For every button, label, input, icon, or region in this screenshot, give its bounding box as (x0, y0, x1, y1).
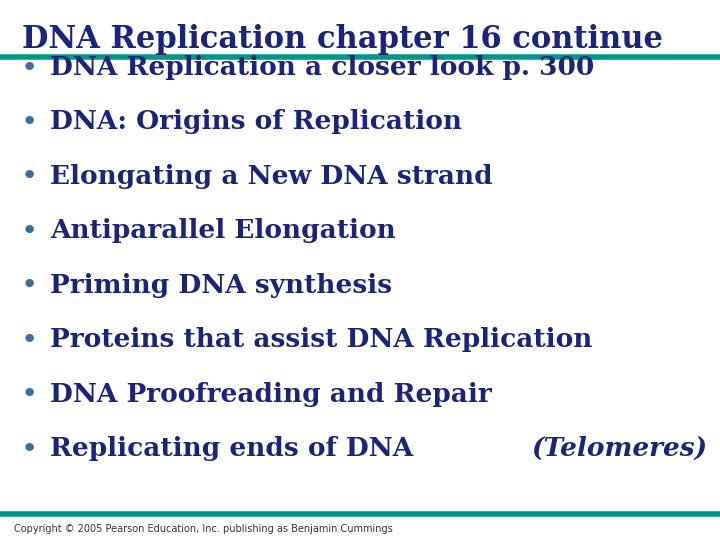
Text: •: • (20, 326, 37, 354)
Text: DNA: Origins of Replication: DNA: Origins of Replication (50, 110, 462, 134)
Text: Proteins that assist DNA Replication: Proteins that assist DNA Replication (50, 327, 593, 353)
Text: DNA Replication chapter 16 continue: DNA Replication chapter 16 continue (22, 24, 662, 55)
Text: Copyright © 2005 Pearson Education, Inc. publishing as Benjamin Cummings: Copyright © 2005 Pearson Education, Inc.… (14, 523, 393, 534)
Text: Elongating a New DNA strand: Elongating a New DNA strand (50, 164, 493, 189)
Text: •: • (20, 53, 37, 82)
Text: Antiparallel Elongation: Antiparallel Elongation (50, 218, 396, 244)
Text: DNA Replication a closer look p. 300: DNA Replication a closer look p. 300 (50, 55, 595, 80)
Text: •: • (20, 108, 37, 136)
Text: •: • (20, 217, 37, 245)
Text: DNA Proofreading and Repair: DNA Proofreading and Repair (50, 382, 492, 407)
Text: (Telomeres): (Telomeres) (531, 436, 707, 461)
Text: •: • (20, 272, 37, 299)
Text: •: • (20, 163, 37, 191)
Text: Priming DNA synthesis: Priming DNA synthesis (50, 273, 392, 298)
Text: Replicating ends of DNA: Replicating ends of DNA (50, 436, 423, 461)
Text: •: • (20, 380, 37, 408)
Text: •: • (20, 435, 37, 463)
